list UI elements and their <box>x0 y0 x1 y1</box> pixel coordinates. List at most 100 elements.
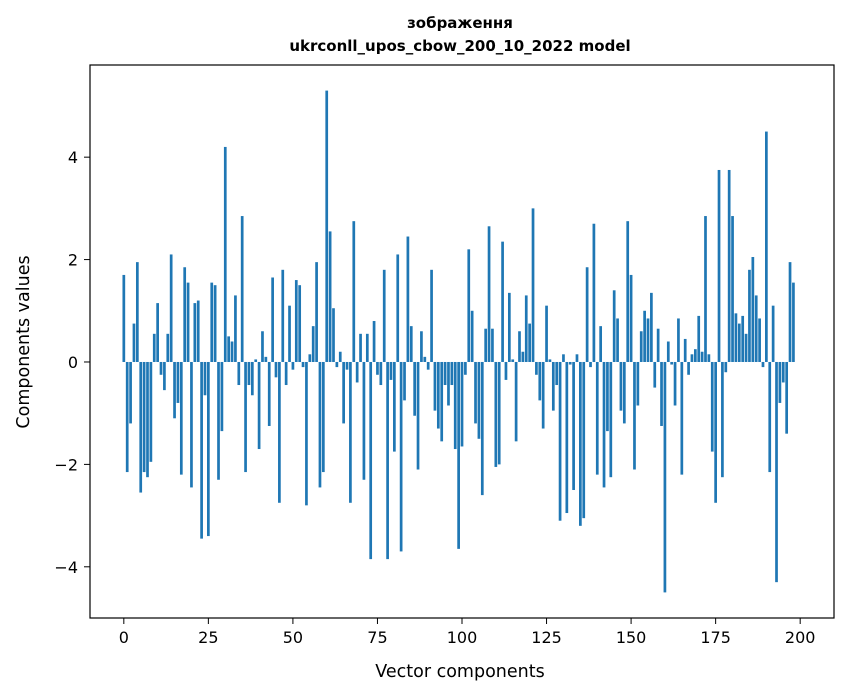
y-axis-ticks: −4 −2 0 2 4 <box>54 148 90 577</box>
bar <box>244 361 247 473</box>
bar <box>548 359 552 362</box>
bar <box>406 236 410 362</box>
bar <box>775 361 778 583</box>
bar <box>450 361 454 386</box>
bar <box>142 361 146 473</box>
bar <box>467 249 471 362</box>
bar <box>707 354 711 362</box>
bar <box>264 356 268 362</box>
bar <box>579 361 582 526</box>
bar <box>217 361 220 480</box>
bar <box>663 361 667 593</box>
bar <box>646 318 650 362</box>
bar <box>156 303 159 362</box>
bar <box>257 361 261 450</box>
bar <box>190 361 193 488</box>
bar <box>453 361 457 450</box>
bar <box>298 285 302 362</box>
bar <box>125 361 129 473</box>
bar <box>673 361 677 406</box>
x-tick-label: 100 <box>447 628 478 647</box>
bar <box>396 254 400 362</box>
bar <box>714 361 717 503</box>
x-tick-label: 200 <box>785 628 816 647</box>
x-axis-ticks: 0 25 50 75 100 125 150 175 200 <box>119 618 816 647</box>
bar <box>291 361 295 370</box>
bar <box>572 361 575 490</box>
bar <box>737 323 741 362</box>
bar <box>700 351 704 362</box>
bar <box>643 310 646 362</box>
bar <box>771 305 775 362</box>
bar <box>308 354 312 362</box>
bar <box>267 361 271 426</box>
bar <box>420 331 423 362</box>
bar <box>430 269 433 362</box>
bar <box>693 349 697 362</box>
bar <box>369 361 373 560</box>
bar <box>227 336 231 362</box>
bar <box>386 361 389 560</box>
bar <box>744 333 748 362</box>
bar <box>589 361 592 368</box>
bar <box>335 361 339 368</box>
bar <box>545 305 548 362</box>
bar <box>653 361 657 388</box>
bar <box>393 361 396 452</box>
bar <box>152 333 156 362</box>
y-axis-label: Components values <box>14 255 34 428</box>
bar <box>362 361 366 480</box>
x-tick-label: 25 <box>198 628 218 647</box>
bar <box>697 315 701 362</box>
bar <box>433 361 437 411</box>
bar <box>758 318 761 362</box>
bar <box>338 351 342 362</box>
bar <box>778 361 782 403</box>
bar <box>666 341 670 362</box>
bar <box>619 361 623 411</box>
bar <box>474 361 477 424</box>
bar <box>487 226 491 362</box>
bar <box>731 216 734 362</box>
bar <box>754 295 758 362</box>
bar <box>122 274 126 362</box>
bars-group <box>122 90 795 593</box>
bar <box>332 308 335 362</box>
bar <box>176 361 180 403</box>
bar <box>460 361 464 447</box>
bar <box>186 282 190 362</box>
bar <box>315 262 318 362</box>
bar <box>129 361 132 424</box>
bar <box>602 361 606 488</box>
bar <box>220 361 224 432</box>
x-axis-label: Vector components <box>375 662 544 682</box>
bar <box>345 361 349 370</box>
chart-title-line-2: ukrconll_upos_cbow_200_10_2022 model <box>289 37 630 55</box>
bar <box>321 361 325 473</box>
bar <box>250 361 254 396</box>
bar <box>724 361 728 373</box>
bar <box>271 277 274 362</box>
bar <box>159 361 163 375</box>
bar <box>687 361 690 375</box>
bar <box>281 269 285 362</box>
x-tick-label: 150 <box>616 628 647 647</box>
bar <box>636 361 640 406</box>
y-tick-label: 0 <box>68 353 78 372</box>
bar <box>423 356 427 362</box>
bar <box>680 361 684 475</box>
y-tick-label: 2 <box>68 251 78 270</box>
bar <box>541 361 545 429</box>
bar <box>582 361 586 519</box>
bar <box>555 361 559 386</box>
chart-title-line-1: зображення <box>407 14 513 32</box>
bar <box>210 282 214 362</box>
bar <box>677 318 680 362</box>
bar <box>416 361 420 470</box>
bar <box>234 295 237 362</box>
bar <box>761 361 765 368</box>
bar <box>342 361 345 424</box>
bar <box>278 361 281 503</box>
bar <box>477 361 481 439</box>
bar <box>781 361 785 383</box>
